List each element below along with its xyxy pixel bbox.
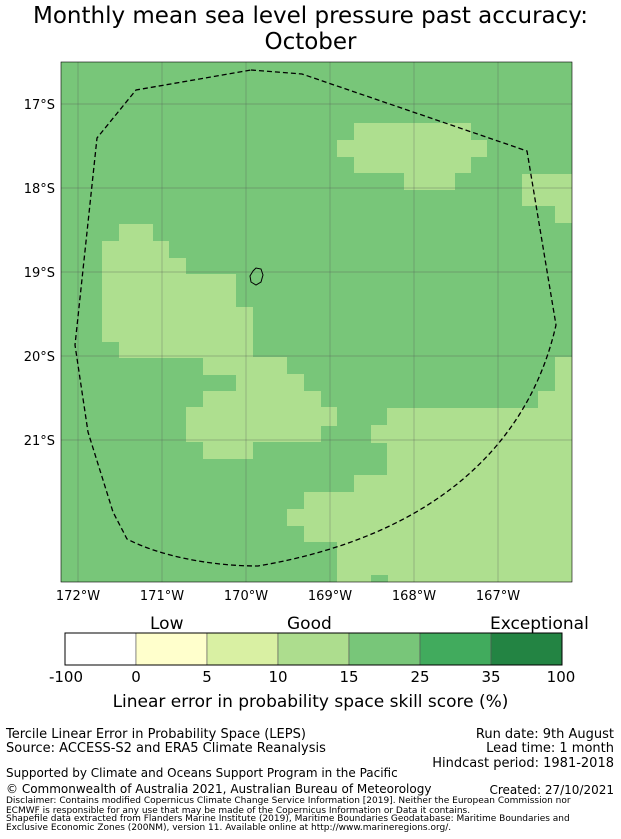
colorbar-bin	[490, 632, 563, 666]
colorbar-bin	[348, 632, 421, 666]
good-skill-regions	[102, 123, 572, 582]
good-region	[203, 441, 253, 459]
lat-label: 17°S	[24, 98, 55, 113]
created-text: Created: 27/10/2021	[489, 783, 614, 797]
colorbar-bin	[64, 632, 137, 666]
colorbar-bin	[135, 632, 208, 666]
good-region	[119, 341, 253, 358]
colorbar-tick: 35	[481, 668, 501, 686]
legend-quality-good: Good	[287, 614, 332, 634]
good-region	[387, 408, 572, 582]
colorbar-tick: -100	[48, 668, 84, 686]
lead-time-text: Lead time: 1 month	[486, 741, 614, 756]
colorbar-tick: 0	[131, 668, 141, 686]
good-region	[522, 174, 572, 206]
skill-map: 17°S 18°S 19°S 20°S 21°S 172°W 171°W 170…	[24, 61, 573, 604]
colorbar-bin	[277, 632, 350, 666]
lat-label: 18°S	[24, 182, 55, 197]
good-region	[287, 509, 312, 526]
good-region	[555, 204, 572, 223]
method-text: Tercile Linear Error in Probability Spac…	[6, 727, 306, 742]
good-region	[236, 374, 304, 392]
colorbar-tick: 10	[268, 668, 288, 686]
shapefile-line2: Exclusive Economic Zones (200NM), versio…	[6, 823, 452, 833]
copyright-text: © Commonwealth of Australia 2021, Austra…	[6, 782, 432, 796]
map-title-line1: Monthly mean sea level pressure past acc…	[33, 3, 588, 29]
good-region	[102, 258, 186, 275]
colorbar-bin	[419, 632, 492, 666]
lat-label: 20°S	[24, 350, 55, 365]
good-region	[203, 357, 287, 375]
good-region	[371, 425, 391, 443]
good-region	[186, 425, 321, 442]
support-text: Supported by Climate and Oceans Support …	[6, 766, 398, 780]
colorbar-tick: 5	[202, 668, 212, 686]
source-text: Source: ACCESS-S2 and ERA5 Climate Reana…	[6, 741, 326, 756]
good-region	[304, 492, 364, 542]
lon-label: 167°W	[476, 589, 520, 604]
good-region	[102, 241, 169, 258]
good-region	[203, 391, 321, 408]
lon-label: 169°W	[308, 589, 352, 604]
good-region	[337, 140, 487, 157]
eez-boundary	[74, 69, 557, 567]
map-title-line2: October	[264, 29, 357, 55]
good-region	[337, 540, 367, 582]
lat-label: 21°S	[24, 434, 55, 449]
run-date-text: Run date: 9th August	[475, 727, 614, 742]
lon-label: 168°W	[392, 589, 436, 604]
disclaimer-line1: Disclaimer: Contains modified Copernicus…	[6, 796, 571, 806]
lat-label: 19°S	[24, 266, 55, 281]
colorbar-axis-label: Linear error in probability space skill …	[112, 692, 509, 712]
hindcast-text: Hindcast period: 1981-2018	[432, 756, 614, 771]
shapefile-line1: Shapefile data extracted from Flanders M…	[6, 814, 570, 824]
colorbar	[64, 632, 563, 666]
lon-label: 170°W	[224, 589, 268, 604]
colorbar-tick: 100	[546, 668, 576, 686]
good-region	[186, 407, 337, 426]
legend-quality-exceptional: Exceptional	[490, 614, 589, 634]
good-region	[102, 274, 236, 308]
good-region	[404, 170, 455, 190]
colorbar-tick: 25	[410, 668, 430, 686]
niue-island-outline	[249, 267, 264, 286]
colorbar-tick: 15	[339, 668, 359, 686]
good-region	[102, 307, 253, 342]
colorbar-bin	[206, 632, 279, 666]
graticule	[61, 62, 572, 582]
legend-quality-low: Low	[150, 614, 184, 634]
lon-label: 172°W	[56, 589, 100, 604]
disclaimer-line2: ECMWF is responsible for any use that ma…	[6, 806, 471, 816]
map-frame	[60, 61, 573, 583]
lon-label: 171°W	[140, 589, 184, 604]
skill-cell	[371, 575, 388, 582]
colorbar-frame	[64, 632, 563, 666]
